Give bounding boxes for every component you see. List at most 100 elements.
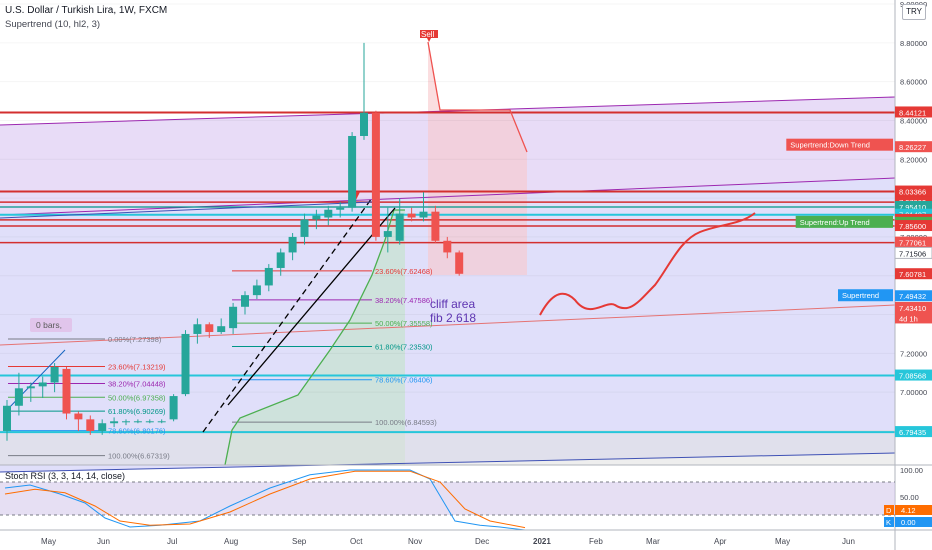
candle bbox=[300, 213, 309, 245]
candle bbox=[98, 419, 107, 435]
y-tick-label: 7.00000 bbox=[900, 388, 927, 397]
trend-tag bbox=[786, 138, 893, 151]
candle-body bbox=[419, 211, 428, 218]
price-label-box bbox=[895, 301, 932, 313]
candle bbox=[336, 201, 345, 218]
candle bbox=[443, 236, 452, 259]
candle bbox=[419, 192, 428, 222]
stoch-d-value: 4.12 bbox=[901, 506, 916, 515]
x-tick-label: Jun bbox=[842, 537, 855, 546]
candle bbox=[3, 399, 11, 441]
candle-body bbox=[407, 213, 416, 218]
candle bbox=[324, 205, 333, 226]
fib-left-label: 23.60%(7.13219) bbox=[108, 363, 166, 372]
supertrend-up-zone bbox=[225, 210, 405, 465]
candle bbox=[276, 248, 285, 276]
candle bbox=[145, 419, 154, 424]
price-label-box bbox=[895, 290, 932, 302]
x-tick-label: Sep bbox=[292, 537, 307, 546]
candle-body bbox=[145, 421, 154, 423]
price-label-box bbox=[895, 185, 932, 197]
price-label-box bbox=[895, 426, 932, 438]
trend-tag-label: Supertrend:Up Trend bbox=[800, 218, 870, 227]
stoch-d-line bbox=[4, 470, 526, 529]
trend-tag bbox=[795, 215, 893, 228]
stoch-k-value: 0.00 bbox=[901, 518, 916, 527]
channel-bottom-line bbox=[0, 452, 896, 473]
candle bbox=[407, 207, 416, 222]
stoch-rsi-label: Stoch RSI (3, 3, 14, 14, close) bbox=[5, 471, 126, 481]
sell-label: Sell bbox=[421, 30, 435, 39]
candle-body bbox=[264, 267, 273, 286]
x-tick-label: Jul bbox=[167, 537, 177, 546]
fib-left-label: 50.00%(6.97358) bbox=[108, 393, 166, 402]
candle-body bbox=[217, 326, 226, 333]
candle-body bbox=[98, 423, 107, 431]
candle-body bbox=[74, 413, 83, 420]
price-label-box bbox=[895, 200, 932, 212]
trend-tag-label: Supertrend:Down Trend bbox=[790, 141, 870, 150]
stoch-band bbox=[0, 482, 895, 515]
price-label-box bbox=[895, 106, 932, 118]
candle bbox=[122, 419, 130, 426]
candle-body bbox=[62, 368, 71, 414]
price-label: 7.77061 bbox=[899, 239, 926, 248]
price-label: 7.08568 bbox=[899, 372, 926, 381]
y-tick-label: 8.80000 bbox=[900, 39, 927, 48]
candle bbox=[169, 394, 178, 422]
price-label-box bbox=[895, 220, 932, 232]
candle-body bbox=[50, 366, 59, 383]
solid-trend-line bbox=[227, 207, 396, 406]
price-label: 8.44121 bbox=[899, 108, 926, 117]
currency-button[interactable]: TRY bbox=[902, 4, 926, 20]
candle-body bbox=[157, 421, 166, 423]
projection-curve bbox=[539, 212, 756, 316]
stoch-d-key bbox=[884, 505, 894, 515]
candle-body bbox=[193, 324, 202, 334]
candle-body bbox=[205, 324, 214, 333]
x-tick-label: Nov bbox=[408, 537, 422, 546]
candle bbox=[157, 419, 166, 424]
fib-left-label: 100.00%(6.67319) bbox=[108, 452, 170, 461]
price-label-box bbox=[895, 268, 932, 280]
candle-body bbox=[336, 207, 345, 210]
price-label: 8.26227 bbox=[899, 143, 926, 152]
y-tick-label: 8.60000 bbox=[900, 78, 927, 87]
price-label-box bbox=[895, 141, 932, 153]
fib-right-label: 38.20%(7.47586) bbox=[375, 296, 433, 305]
fib-right-label: 100.00%(6.84593) bbox=[375, 418, 437, 427]
fib-right-label: 23.60%(7.62468) bbox=[375, 267, 433, 276]
candle bbox=[431, 205, 440, 243]
candle bbox=[205, 322, 214, 338]
candle bbox=[383, 207, 392, 253]
y-tick-label: 8.20000 bbox=[900, 155, 927, 164]
lower-band bbox=[0, 430, 895, 465]
stoch-d-label: D bbox=[886, 506, 892, 515]
fib-left-label: 61.80%(6.90269) bbox=[108, 407, 166, 416]
fib-left-label: 38.20%(7.04448) bbox=[108, 380, 166, 389]
price-label: 4d 1h bbox=[899, 314, 918, 323]
price-label: 6.79435 bbox=[899, 428, 926, 437]
candle bbox=[38, 376, 47, 399]
candle-body bbox=[38, 382, 47, 387]
price-label: 7.43410 bbox=[899, 304, 926, 313]
price-label: 8.03366 bbox=[899, 188, 926, 197]
fib-right-label: 50.00%(7.35558) bbox=[375, 319, 433, 328]
candle-body bbox=[312, 215, 321, 220]
candle bbox=[50, 363, 59, 393]
candle-body bbox=[300, 219, 309, 237]
x-tick-label: Apr bbox=[714, 537, 727, 546]
indicator-title: Supertrend (10, hl2, 3) bbox=[5, 19, 101, 30]
trend-tag bbox=[838, 289, 893, 302]
candle bbox=[110, 417, 119, 428]
candle bbox=[288, 233, 297, 261]
x-tick-label: 2021 bbox=[533, 537, 551, 546]
supertrend-down-line bbox=[427, 41, 528, 153]
candle-body bbox=[371, 112, 380, 237]
candle-body bbox=[86, 419, 95, 431]
candle-body bbox=[288, 236, 297, 253]
candle-body bbox=[3, 405, 11, 431]
candle-body bbox=[241, 295, 249, 307]
candle bbox=[348, 132, 357, 212]
